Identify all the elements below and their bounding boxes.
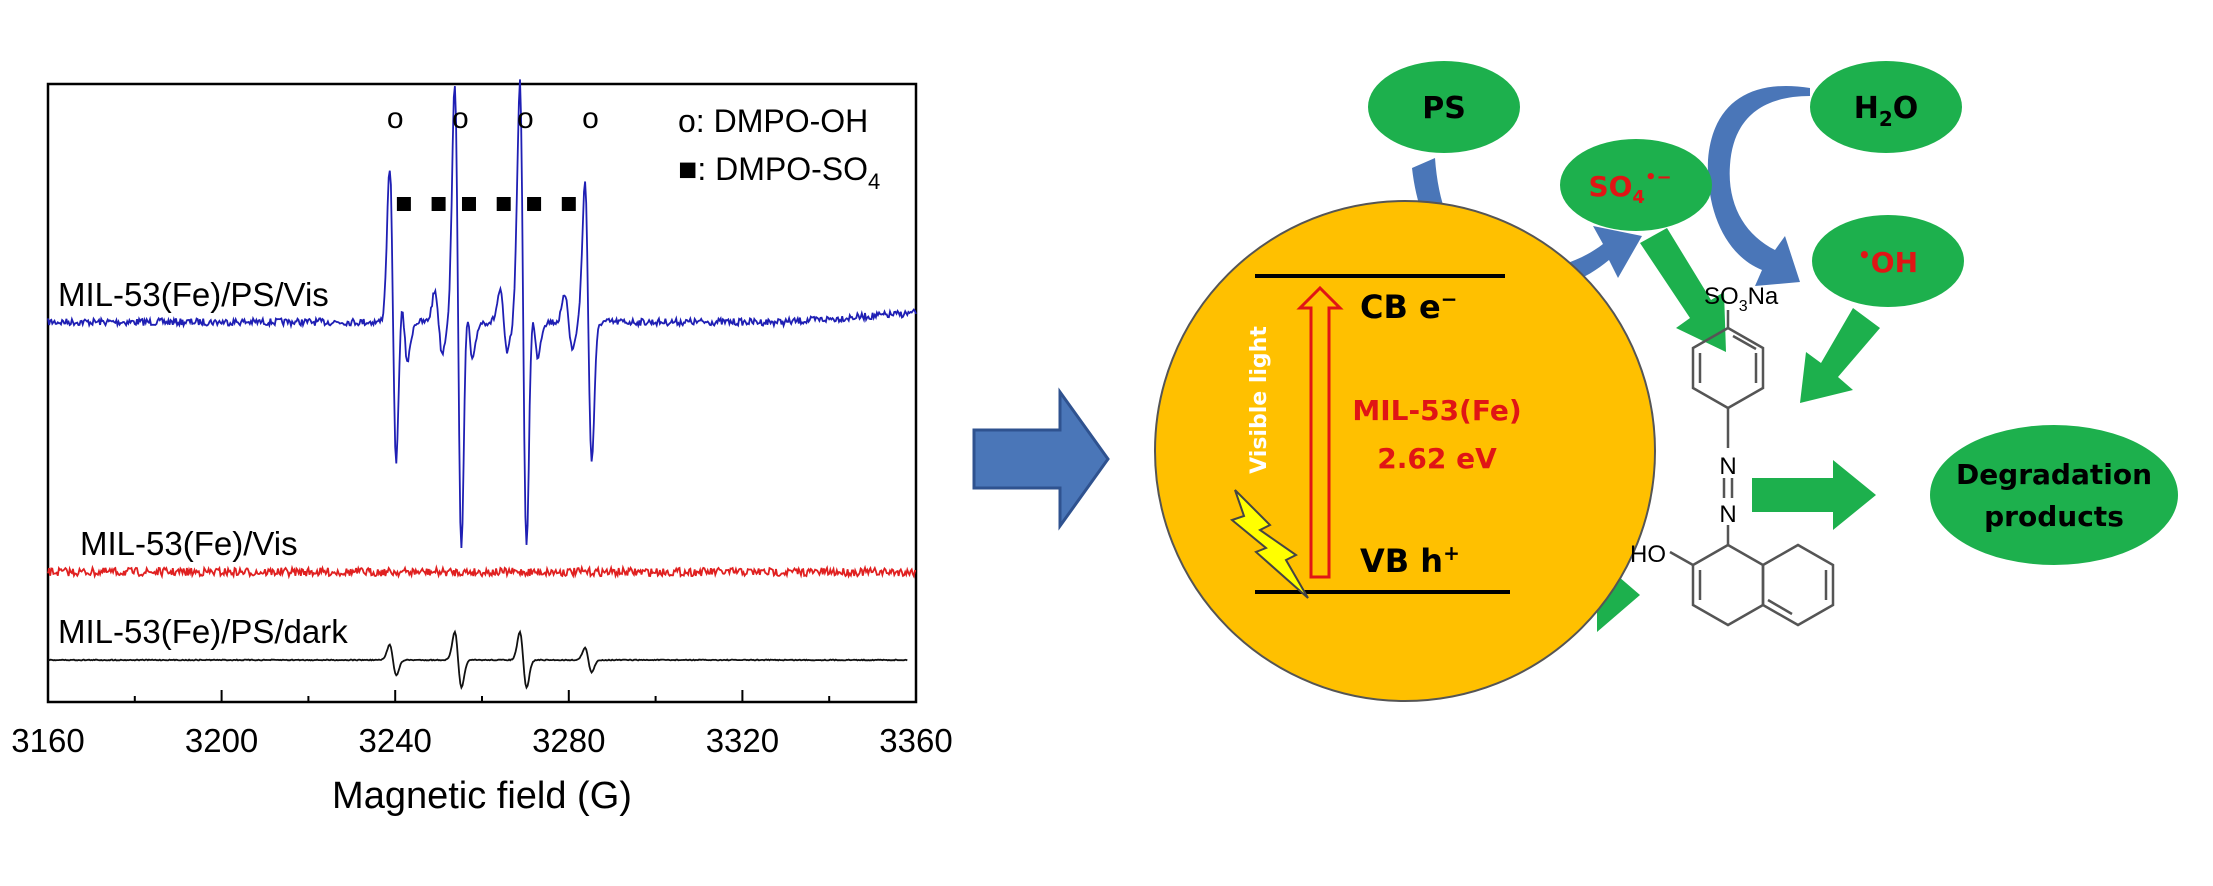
dye-to-products-arrow [1752, 460, 1876, 530]
dmpo-so4-marker [431, 197, 446, 211]
series-label-pvis: MIL-53(Fe)/PS/Vis [58, 276, 329, 313]
x-tick-label: 3360 [879, 722, 952, 759]
node-ps-label: PS [1422, 91, 1466, 126]
epr-chart: 3160 3200 3240 3280 3320 3360 Magnetic field … [11, 79, 953, 817]
series-label-vis: MIL-53(Fe)/Vis [80, 525, 298, 562]
node-hydroxyl-radical [1812, 215, 1964, 307]
series-line [47, 79, 917, 549]
node-h2o [1810, 61, 1962, 153]
dmpo-so4-marker [461, 197, 476, 211]
dmpo-oh-marker: o [452, 102, 469, 135]
node-degradation-line2: products [1984, 500, 2124, 533]
dmpo-so4-marker [496, 197, 511, 211]
legend: o: DMPO-OH ■: DMPO-SO4 [678, 103, 880, 194]
cb-label: CB e− [1360, 287, 1457, 326]
dmpo-oh-marker: o [517, 102, 534, 135]
x-axis-tick-labels: 3160 3200 3240 3280 3320 3360 [11, 722, 952, 759]
naphthalene-ring-a [1691, 543, 1765, 627]
node-sulfate-radical [1560, 139, 1712, 231]
series-label-dark: MIL-53(Fe)/PS/dark [58, 613, 348, 650]
transition-arrow [972, 387, 1110, 531]
dye-molecule [1669, 310, 1835, 627]
x-tick-label: 3240 [358, 722, 431, 759]
x-axis-ticks [47, 690, 917, 702]
node-hydroxyl-label: •OH [1858, 243, 1918, 279]
mechanism-scheme: PS H2O SO4•− •OH Degradation products CB… [1154, 61, 2178, 702]
material-label: MIL-53(Fe) [1352, 394, 1521, 427]
naphthalene-ring-b [1761, 543, 1835, 627]
node-ps [1368, 61, 1520, 153]
photocatalyst-circle [1154, 200, 1656, 702]
x-axis-label: Magnetic field (G) [332, 775, 632, 817]
sulfonate-label: SO3Na [1704, 283, 1779, 315]
photocatalyst-band-diagram: CB e− VB h+ MIL-53(Fe) 2.62 eV Visible l… [1154, 200, 1656, 702]
series-line [47, 564, 917, 580]
dmpo-so4-marker [561, 197, 576, 211]
legend-entry-dmpo-so4: ■: DMPO-SO4 [678, 151, 880, 194]
dmpo-so4-markers [396, 197, 576, 211]
vb-label: VB h+ [1360, 541, 1460, 580]
node-degradation-products [1930, 425, 2178, 565]
legend-entry-dmpo-oh: o: DMPO-OH [678, 103, 868, 139]
hydroxyl-to-dye-arrow [1800, 308, 1880, 403]
azo-n-upper: N [1719, 453, 1736, 480]
dmpo-oh-marker: o [582, 102, 599, 135]
node-degradation-line1: Degradation [1956, 458, 2152, 491]
node-h2o-label: H2O [1854, 91, 1919, 131]
x-tick-label: 3280 [532, 722, 605, 759]
series-lines [47, 79, 917, 691]
azo-n-lower: N [1719, 501, 1736, 528]
dmpo-oh-marker: o [387, 102, 404, 135]
dmpo-so4-marker [396, 197, 411, 211]
x-tick-label: 3320 [706, 722, 779, 759]
x-tick-label: 3160 [11, 722, 84, 759]
visible-light-label: Visible light [1247, 326, 1272, 474]
sulfate-to-dye-arrow [1640, 228, 1726, 352]
excitation-arrow [1296, 285, 1344, 579]
node-sulfate-label: SO4•− [1588, 167, 1671, 208]
dmpo-so4-marker [527, 197, 542, 211]
hydroxy-label: HO [1630, 541, 1666, 568]
band-gap-label: 2.62 eV [1377, 442, 1497, 475]
series-line [47, 629, 908, 691]
h2o-to-hydroxyl-curved-arrow [1707, 85, 1810, 286]
x-tick-label: 3200 [185, 722, 258, 759]
lightning-bolt-icon [1229, 489, 1309, 599]
